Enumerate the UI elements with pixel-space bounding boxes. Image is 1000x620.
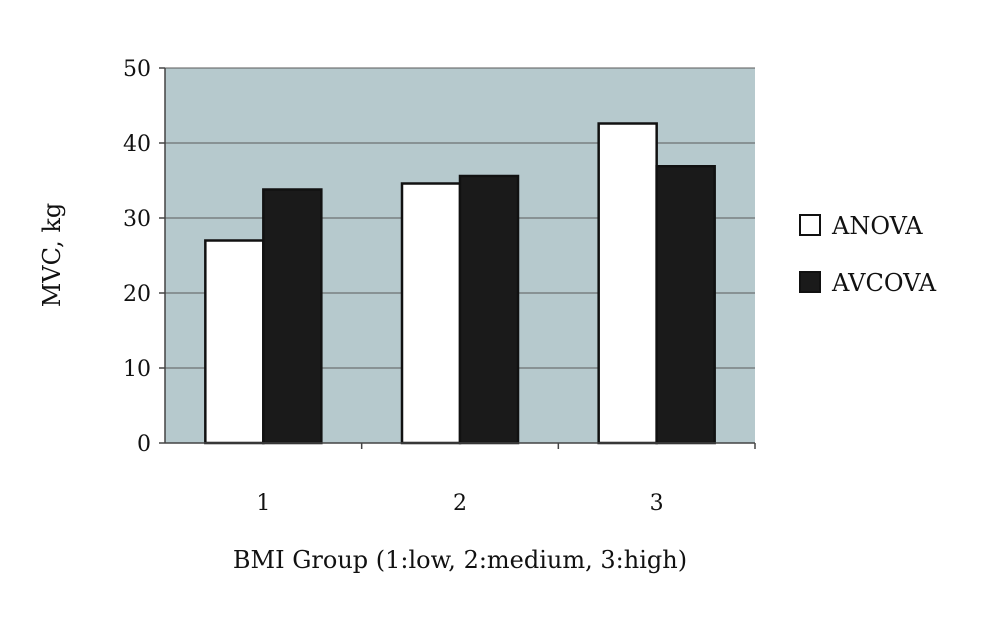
bar-avcova-2 [458, 174, 520, 445]
x-tick-label: 1 [256, 491, 270, 516]
legend-swatch-anova [799, 214, 821, 236]
x-tick-label: 3 [650, 491, 664, 516]
y-axis-title: MVC, kg [38, 203, 66, 308]
bar-anova-3 [597, 122, 658, 445]
y-tick-label: 10 [123, 357, 151, 382]
x-axis-title: BMI Group (1:low, 2:medium, 3:high) [233, 546, 687, 574]
x-tick-labels: 1 2 3 [256, 443, 756, 516]
y-tick-label: 20 [123, 282, 151, 307]
y-tick-labels: 0 10 20 30 40 50 [123, 57, 165, 457]
bar-anova-2 [400, 182, 462, 445]
x-tick-label: 2 [453, 491, 467, 516]
y-tick-label: 30 [123, 207, 151, 232]
bar-anova-1 [204, 239, 265, 445]
bars [204, 122, 716, 445]
bar-avcova-1 [262, 188, 323, 445]
legend-swatch-avcova [799, 271, 821, 293]
y-tick-label: 40 [123, 132, 151, 157]
y-tick-label: 0 [137, 432, 151, 457]
y-tick-label: 50 [123, 57, 151, 82]
legend-label-anova: ANOVA [831, 212, 923, 240]
legend-label-avcova: AVCOVA [831, 269, 937, 297]
legend: ANOVA AVCOVA [799, 212, 937, 297]
bar-avcova-3 [655, 165, 716, 445]
